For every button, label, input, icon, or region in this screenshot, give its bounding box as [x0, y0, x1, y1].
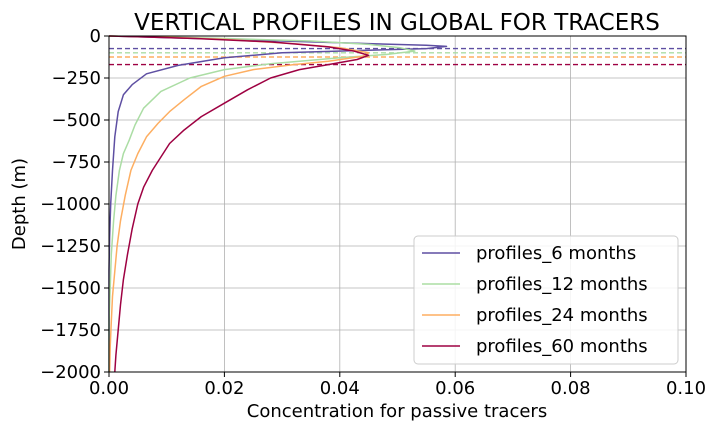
y-tick-label: −500 [52, 110, 101, 131]
series-layer [108, 35, 448, 373]
y-tick-label: −2000 [40, 362, 101, 383]
x-tick-label: 0.06 [435, 378, 475, 399]
series-line-2 [108, 35, 370, 373]
chart-title: VERTICAL PROFILES IN GLOBAL FOR TRACERS [134, 10, 660, 36]
y-tick-label: −750 [52, 152, 101, 173]
y-axis: 0 −250 −500 −750 −1000 −1250 −1500 −1750 −2000 [40, 26, 109, 383]
x-tick-label: 0.08 [551, 378, 591, 399]
legend-label: profiles_6 months [476, 243, 636, 264]
legend-label: profiles_24 months [476, 305, 648, 326]
y-tick-label: 0 [90, 26, 101, 47]
series-line-3 [108, 35, 370, 373]
y-tick-label: −1500 [40, 278, 101, 299]
legend-label: profiles_12 months [476, 274, 648, 295]
series-line-1 [108, 35, 416, 372]
y-tick-label: −1250 [40, 236, 101, 257]
legend-box [413, 235, 679, 365]
legend-label: profiles_60 months [476, 336, 648, 357]
y-tick-label: −1750 [40, 320, 101, 341]
x-tick-label: 0.04 [320, 378, 360, 399]
legend: profiles_6 months profiles_12 months profi… [413, 235, 679, 365]
x-axis: 0.00 0.02 0.04 0.06 0.08 0.10 [89, 372, 706, 399]
x-tick-label: 0.10 [666, 378, 706, 399]
x-axis-label: Concentration for passive tracers [247, 401, 547, 422]
x-tick-label: 0.02 [204, 378, 244, 399]
y-axis-label: Depth (m) [9, 158, 30, 250]
y-tick-label: −1000 [40, 194, 101, 215]
x-tick-label: 0.00 [89, 378, 129, 399]
y-tick-label: −250 [52, 68, 101, 89]
